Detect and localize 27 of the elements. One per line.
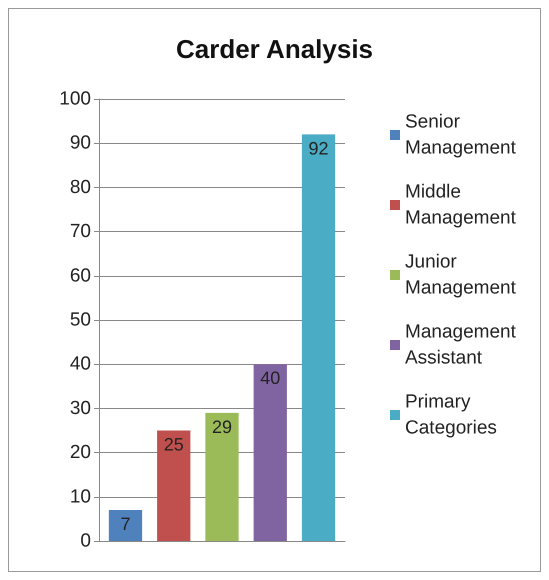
y-tick-label: 20	[70, 442, 91, 464]
data-label: 40	[260, 368, 280, 388]
y-tick-label: 50	[70, 310, 91, 330]
y-tick-label: 100	[59, 88, 91, 110]
data-label: 29	[212, 416, 232, 437]
bar	[108, 510, 142, 541]
legend-label: Primary Categories	[405, 392, 497, 438]
legend-label: Management Assistant	[405, 322, 522, 368]
y-tick-label: 40	[70, 354, 91, 375]
legend-label: Senior Management	[405, 112, 517, 158]
bar	[302, 134, 336, 541]
data-label: 92	[308, 138, 329, 158]
y-tick-label: 10	[70, 486, 91, 508]
data-label: 7	[120, 514, 130, 534]
legend-label: Middle Management	[405, 182, 517, 228]
y-tick-label: 0	[80, 530, 91, 552]
chart-title: Carder Analysis	[176, 34, 374, 64]
y-tick-label: 70	[70, 221, 91, 242]
y-tick-label: 60	[70, 265, 91, 286]
y-tick-label: 90	[70, 132, 91, 154]
y-tick-label: 80	[70, 176, 91, 198]
bar	[254, 364, 287, 541]
data-label: 25	[164, 434, 184, 454]
bar	[205, 412, 239, 541]
legend-label: Junior Management	[405, 252, 517, 298]
y-tick-label: 30	[70, 398, 91, 419]
bar	[157, 430, 190, 541]
